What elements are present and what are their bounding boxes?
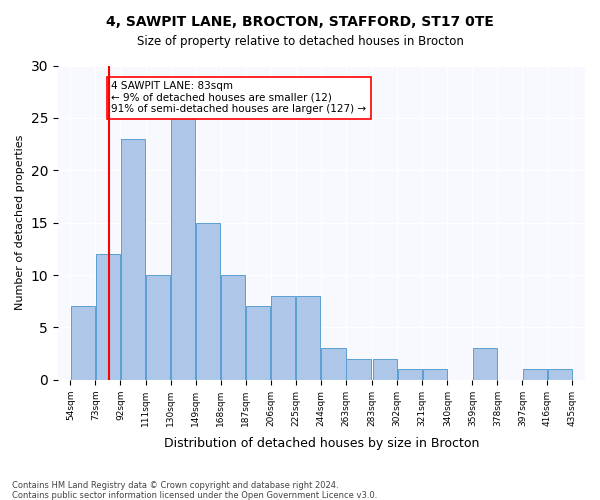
Text: Contains public sector information licensed under the Open Government Licence v3: Contains public sector information licen… bbox=[12, 491, 377, 500]
Bar bbox=[373, 359, 397, 380]
Bar bbox=[548, 370, 572, 380]
Bar bbox=[96, 254, 120, 380]
Bar bbox=[221, 275, 245, 380]
Bar bbox=[398, 370, 422, 380]
Bar bbox=[321, 348, 346, 380]
X-axis label: Distribution of detached houses by size in Brocton: Distribution of detached houses by size … bbox=[164, 437, 479, 450]
Bar bbox=[196, 222, 220, 380]
Bar bbox=[523, 370, 547, 380]
Bar bbox=[121, 139, 145, 380]
Text: 4, SAWPIT LANE, BROCTON, STAFFORD, ST17 0TE: 4, SAWPIT LANE, BROCTON, STAFFORD, ST17 … bbox=[106, 15, 494, 29]
Bar bbox=[473, 348, 497, 380]
Y-axis label: Number of detached properties: Number of detached properties bbox=[15, 135, 25, 310]
Bar bbox=[346, 359, 371, 380]
Bar bbox=[296, 296, 320, 380]
Text: 4 SAWPIT LANE: 83sqm
← 9% of detached houses are smaller (12)
91% of semi-detach: 4 SAWPIT LANE: 83sqm ← 9% of detached ho… bbox=[111, 81, 367, 114]
Text: Size of property relative to detached houses in Brocton: Size of property relative to detached ho… bbox=[137, 35, 463, 48]
Text: Contains HM Land Registry data © Crown copyright and database right 2024.: Contains HM Land Registry data © Crown c… bbox=[12, 481, 338, 490]
Bar bbox=[71, 306, 95, 380]
Bar bbox=[171, 118, 195, 380]
Bar bbox=[271, 296, 295, 380]
Bar bbox=[146, 275, 170, 380]
Bar bbox=[246, 306, 271, 380]
Bar bbox=[422, 370, 447, 380]
